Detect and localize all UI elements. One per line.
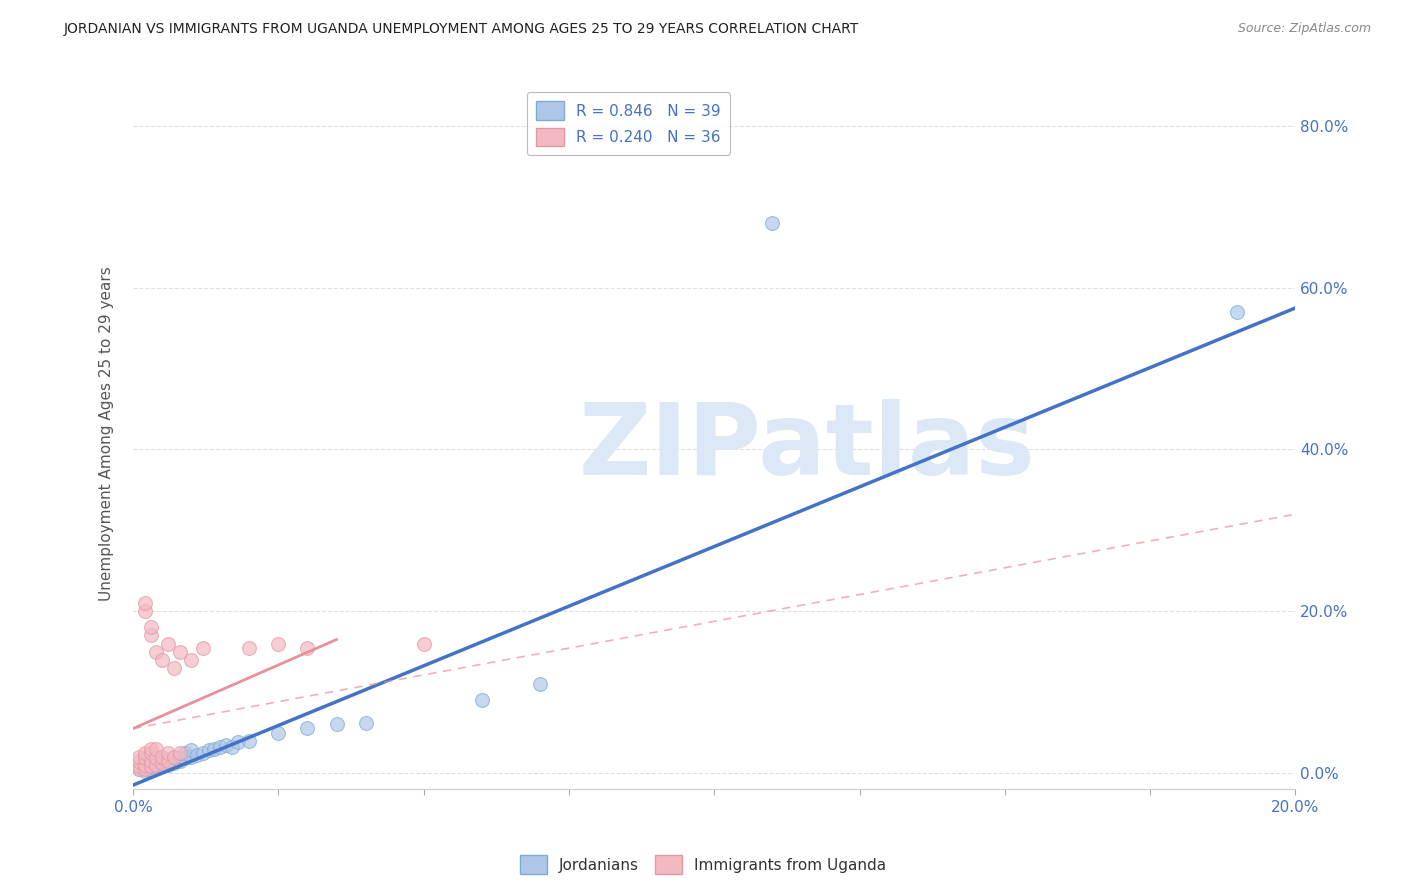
- Point: [134, 596, 156, 610]
- Point: [139, 620, 162, 634]
- Point: [139, 754, 162, 768]
- Point: [156, 754, 179, 768]
- Point: [180, 743, 202, 757]
- Point: [761, 216, 783, 230]
- Point: [297, 722, 319, 736]
- Point: [134, 757, 156, 772]
- Point: [134, 760, 156, 774]
- Point: [297, 640, 319, 655]
- Point: [163, 756, 186, 771]
- Point: [128, 749, 150, 764]
- Point: [180, 749, 202, 764]
- Point: [134, 762, 156, 776]
- Point: [139, 759, 162, 773]
- Point: [354, 715, 377, 730]
- Point: [150, 756, 173, 770]
- Point: [156, 636, 179, 650]
- Text: Source: ZipAtlas.com: Source: ZipAtlas.com: [1237, 22, 1371, 36]
- Point: [191, 746, 214, 760]
- Point: [145, 757, 167, 772]
- Point: [134, 751, 156, 765]
- Point: [145, 757, 167, 772]
- Point: [1226, 305, 1249, 319]
- Point: [134, 746, 156, 760]
- Point: [169, 749, 191, 764]
- Point: [215, 738, 238, 752]
- Point: [150, 751, 173, 765]
- Point: [145, 741, 167, 756]
- Point: [134, 604, 156, 618]
- Point: [267, 725, 290, 739]
- Text: JORDANIAN VS IMMIGRANTS FROM UGANDA UNEMPLOYMENT AMONG AGES 25 TO 29 YEARS CORRE: JORDANIAN VS IMMIGRANTS FROM UGANDA UNEM…: [63, 22, 859, 37]
- Point: [128, 762, 150, 776]
- Point: [128, 762, 150, 776]
- Point: [139, 756, 162, 771]
- Point: [197, 743, 219, 757]
- Point: [128, 759, 150, 773]
- Point: [163, 749, 186, 764]
- Point: [150, 653, 173, 667]
- Point: [471, 693, 494, 707]
- Point: [529, 677, 551, 691]
- Point: [169, 645, 191, 659]
- Point: [238, 640, 260, 655]
- Point: [139, 741, 162, 756]
- Point: [238, 733, 260, 747]
- Text: ZIPatlas: ZIPatlas: [579, 399, 1036, 496]
- Point: [145, 754, 167, 768]
- Point: [156, 757, 179, 772]
- Point: [145, 761, 167, 775]
- Point: [150, 759, 173, 773]
- Y-axis label: Unemployment Among Ages 25 to 29 years: Unemployment Among Ages 25 to 29 years: [100, 266, 114, 600]
- Point: [325, 717, 347, 731]
- Point: [139, 759, 162, 773]
- Point: [267, 636, 290, 650]
- Point: [204, 741, 226, 756]
- Point: [169, 754, 191, 768]
- Point: [139, 746, 162, 760]
- Legend: Jordanians, Immigrants from Uganda: Jordanians, Immigrants from Uganda: [513, 849, 893, 880]
- Point: [139, 628, 162, 642]
- Point: [156, 754, 179, 768]
- Point: [191, 640, 214, 655]
- Legend: R = 0.846   N = 39, R = 0.240   N = 36: R = 0.846 N = 39, R = 0.240 N = 36: [527, 92, 730, 155]
- Point: [145, 645, 167, 659]
- Point: [174, 751, 197, 765]
- Point: [221, 740, 243, 755]
- Point: [412, 636, 434, 650]
- Point: [163, 751, 186, 765]
- Point: [169, 746, 191, 760]
- Point: [156, 746, 179, 760]
- Point: [186, 748, 208, 763]
- Point: [128, 754, 150, 768]
- Point: [134, 764, 156, 778]
- Point: [150, 756, 173, 771]
- Point: [145, 751, 167, 765]
- Point: [226, 735, 249, 749]
- Point: [174, 746, 197, 760]
- Point: [163, 661, 186, 675]
- Point: [139, 763, 162, 777]
- Point: [180, 653, 202, 667]
- Point: [150, 749, 173, 764]
- Point: [209, 740, 232, 755]
